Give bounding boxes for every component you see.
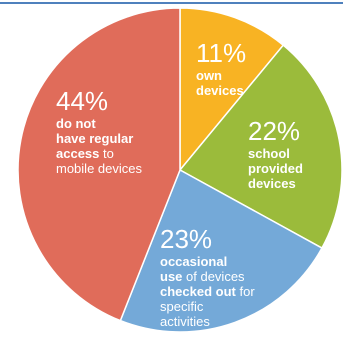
slice-text: mobile devices (56, 161, 142, 176)
percent-label: 23% (160, 224, 213, 254)
pie-slice-none (17, 7, 181, 322)
slice-text: access (56, 146, 100, 161)
pie-slice-school (178, 44, 343, 250)
label-school: 22% school provided devices (248, 118, 338, 191)
slice-text: devices (196, 83, 244, 98)
top-rule (0, 2, 343, 4)
slice-text: for (235, 284, 255, 299)
slice-text: use (160, 269, 183, 284)
slice-text: do not (56, 116, 96, 131)
slice-text: checked out (160, 284, 236, 299)
slice-text: occasional (160, 254, 228, 269)
slice-text: provided (248, 161, 303, 176)
slice-text: school (248, 146, 290, 161)
slice-text: devices (248, 176, 296, 191)
pie-slice-checked (119, 168, 323, 333)
label-checked: 23% occasional use of devices checked out f… (160, 226, 290, 329)
slice-text: specific (160, 299, 204, 314)
percent-label: 44% (56, 86, 109, 116)
slice-text: activities (160, 314, 210, 329)
pie-slice-own (179, 7, 285, 173)
label-none: 44% do not have regular access to mobile dev… (56, 88, 196, 176)
slice-text: have regular (56, 131, 134, 146)
percent-label: 22% (248, 116, 301, 146)
label-own: 11% own devices (196, 40, 276, 98)
slice-text: to (99, 146, 114, 161)
slice-text: own (196, 68, 222, 83)
percent-label: 11% (196, 38, 247, 68)
slice-text: of devices (182, 269, 245, 284)
